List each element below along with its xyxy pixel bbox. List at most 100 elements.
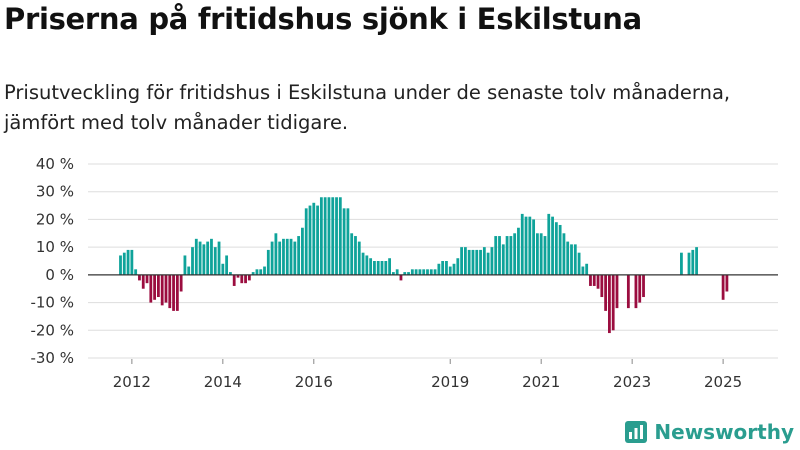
bar — [198, 241, 202, 275]
newsworthy-logo-icon — [625, 421, 648, 443]
bar — [471, 249, 475, 275]
bar — [206, 241, 210, 275]
bar — [236, 274, 240, 278]
bar — [244, 274, 247, 284]
bar — [369, 258, 373, 275]
x-tick-label: 2023 — [613, 373, 651, 391]
bar — [217, 241, 221, 275]
x-tick-label: 2012 — [113, 373, 151, 391]
bar — [426, 269, 429, 275]
y-tick-label: 0 % — [45, 266, 74, 284]
bar — [562, 233, 566, 275]
bar — [225, 255, 229, 275]
bar — [543, 236, 547, 275]
bar — [482, 247, 486, 275]
y-tick-label: 40 % — [36, 155, 74, 173]
bar — [282, 238, 285, 275]
bar — [475, 249, 479, 275]
bar — [175, 274, 179, 311]
bar — [615, 274, 619, 309]
x-tick-label: 2014 — [204, 373, 242, 391]
bar — [153, 274, 157, 300]
bar — [395, 269, 399, 275]
bar — [130, 249, 134, 275]
y-tick-label: -20 % — [30, 321, 74, 339]
bar — [202, 244, 206, 275]
bar — [350, 233, 354, 275]
chart-subtitle: Prisutveckling för fritidshus i Eskilstu… — [4, 81, 731, 134]
bar — [301, 227, 304, 275]
bar — [638, 274, 642, 303]
bar — [513, 233, 517, 275]
bar — [554, 222, 558, 275]
bar — [376, 261, 380, 275]
bar — [361, 252, 365, 275]
bar — [596, 274, 600, 289]
bar — [642, 274, 645, 298]
bar — [467, 249, 471, 275]
bar — [721, 274, 725, 300]
bar — [179, 274, 183, 292]
bar — [278, 241, 282, 275]
bar — [410, 269, 414, 275]
bar — [285, 238, 289, 275]
bar — [452, 263, 456, 275]
bar — [183, 255, 187, 275]
bar — [573, 244, 577, 275]
bar — [608, 274, 611, 334]
bar — [532, 219, 536, 275]
bar — [365, 255, 369, 275]
bar — [479, 249, 482, 275]
bar — [187, 266, 191, 275]
bar — [611, 274, 615, 331]
bar — [456, 258, 460, 275]
bar — [634, 274, 638, 309]
bar — [289, 238, 293, 275]
y-tick-label: 10 % — [36, 238, 74, 256]
bar — [414, 269, 418, 275]
bar — [695, 247, 698, 275]
bar — [266, 249, 270, 275]
y-tick-label: -10 % — [30, 294, 74, 312]
x-tick-label: 2021 — [522, 373, 560, 391]
bar — [547, 213, 551, 275]
x-tick-label: 2019 — [431, 373, 469, 391]
y-tick-label: 20 % — [36, 210, 74, 228]
bar — [357, 241, 361, 275]
bar — [149, 274, 153, 303]
bar — [164, 274, 168, 303]
bar — [229, 272, 232, 275]
bar — [255, 269, 259, 275]
bar — [145, 274, 149, 284]
bar — [680, 252, 683, 275]
bar — [520, 213, 524, 275]
bar — [157, 274, 160, 298]
bar — [168, 274, 172, 309]
bar — [126, 249, 130, 275]
chart-title: Priserna på fritidshus sjönk i Eskilstun… — [4, 2, 642, 36]
x-tick-label: 2025 — [704, 373, 742, 391]
bar — [134, 269, 138, 275]
bar — [172, 274, 175, 311]
bar — [263, 266, 266, 275]
bar — [558, 224, 562, 275]
bar — [589, 274, 592, 286]
bar — [509, 236, 513, 275]
bar — [501, 244, 505, 275]
bar — [338, 197, 342, 275]
bar — [191, 247, 194, 275]
bar — [441, 261, 445, 275]
bar — [399, 274, 403, 281]
bar — [581, 266, 585, 275]
brand-name: Newsworthy — [654, 420, 794, 444]
bar — [194, 238, 198, 275]
bar — [240, 274, 244, 284]
bar — [445, 261, 448, 275]
bar — [498, 236, 501, 275]
bar — [486, 252, 490, 275]
bar — [316, 205, 319, 275]
bar — [323, 197, 327, 275]
bar — [536, 233, 539, 275]
bar — [380, 261, 384, 275]
bar — [551, 216, 554, 275]
